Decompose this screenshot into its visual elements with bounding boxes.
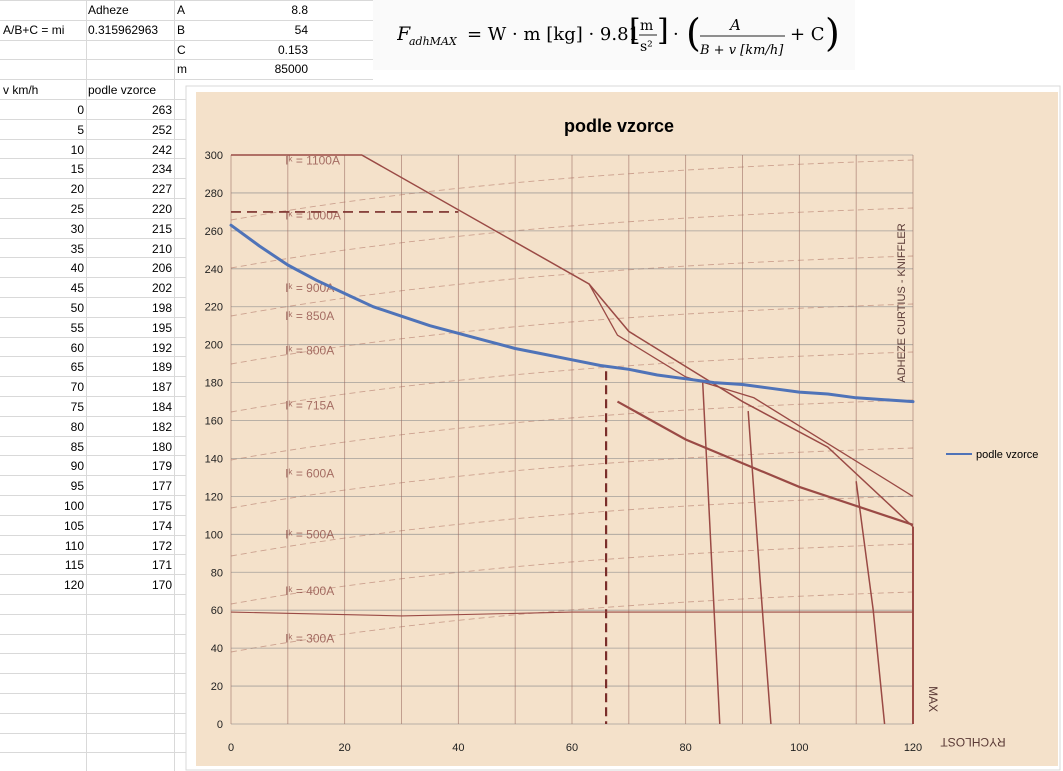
cell-force[interactable]: 210	[151, 241, 172, 256]
cell-force[interactable]: 195	[151, 320, 172, 335]
column-header-podle[interactable]: podle vzorce	[88, 83, 157, 97]
column-header-v[interactable]: v km/h	[3, 83, 39, 97]
cell-speed[interactable]: 110	[64, 538, 84, 553]
param-value[interactable]: 8.8	[291, 3, 308, 17]
cell-force[interactable]: 187	[151, 380, 172, 395]
scan-label-adheze: ADHEZE CURTIUS - KNIFFLER	[896, 223, 908, 382]
scan-curve-3	[616, 400, 914, 526]
cell-force[interactable]: 220	[151, 202, 172, 216]
formula-unit-top: m	[640, 18, 653, 34]
cell-speed[interactable]: 120	[63, 578, 84, 593]
legend-label: podle vzorce	[976, 449, 1038, 461]
x-tick-label: 100	[790, 742, 808, 754]
cell-speed[interactable]: 10	[70, 142, 84, 157]
cell-speed[interactable]: 0	[77, 103, 84, 117]
param-value[interactable]: 0.153	[277, 42, 308, 57]
cell-speed[interactable]: 20	[70, 182, 84, 197]
x-tick-label: 40	[452, 742, 464, 754]
cell-speed[interactable]: 60	[70, 340, 84, 355]
cell-force[interactable]: 174	[151, 518, 172, 533]
cell-force[interactable]: 171	[151, 558, 172, 573]
formula-frac-bottom: B + v [km/h]	[699, 43, 784, 58]
cell-force[interactable]: 215	[151, 221, 172, 236]
param-value[interactable]: 54	[294, 22, 308, 37]
chart-title: podle vzorce	[564, 116, 674, 136]
formula-eq: = W · m [kg] · 9.81	[467, 24, 640, 45]
svg-text:]: ]	[657, 13, 669, 48]
cell-speed[interactable]: 45	[70, 281, 84, 296]
cell-force[interactable]: 263	[151, 103, 172, 117]
cell-force[interactable]: 206	[151, 261, 172, 276]
svg-text:(: (	[686, 12, 701, 55]
param-name[interactable]: m	[177, 62, 187, 77]
svg-text:·: ·	[673, 24, 679, 45]
cell-force[interactable]: 179	[151, 459, 172, 474]
scan-line-v2	[747, 410, 772, 725]
scan-label-max: MAX	[926, 686, 940, 712]
cell-force[interactable]: 180	[151, 439, 172, 454]
svg-text:): )	[825, 12, 837, 55]
x-tick-label: 80	[680, 742, 692, 754]
cell-speed[interactable]: 5	[77, 122, 84, 137]
cell-force[interactable]: 177	[151, 479, 172, 494]
cell-speed[interactable]: 15	[70, 162, 84, 177]
cell-force[interactable]: 202	[151, 281, 172, 296]
formula-lhs-sub: adhMAX	[409, 35, 458, 48]
cell-force[interactable]: 175	[151, 499, 172, 513]
formula-svg: F adhMAX = W · m [kg] · 9.81 [ m s² ] · …	[396, 11, 840, 58]
cell-force[interactable]: 170	[151, 578, 172, 593]
cell-force[interactable]: 182	[151, 419, 172, 434]
cell-speed[interactable]: 75	[70, 400, 84, 414]
cell-force[interactable]: 172	[151, 538, 172, 553]
cell-force[interactable]: 252	[151, 122, 172, 137]
header-adheze[interactable]: Adheze	[88, 3, 129, 17]
cell-speed[interactable]: 115	[64, 558, 84, 573]
cell-speed[interactable]: 40	[70, 261, 84, 276]
scan-curve-2	[588, 283, 914, 497]
cell-speed[interactable]: 95	[70, 479, 84, 494]
x-tick-label: 120	[904, 742, 922, 754]
cell-speed[interactable]: 100	[63, 499, 84, 513]
param-name[interactable]: B	[177, 22, 186, 37]
cell-speed[interactable]: 50	[70, 301, 84, 315]
param-name[interactable]: A	[177, 3, 186, 17]
cell-speed[interactable]: 30	[70, 221, 84, 236]
cell-force[interactable]: 242	[151, 142, 172, 157]
svg-text:[: [	[629, 13, 641, 48]
cell-speed[interactable]: 70	[70, 380, 84, 395]
cell-force[interactable]: 184	[151, 400, 172, 414]
value-mi[interactable]: 0.315962963	[88, 23, 159, 37]
cell-speed[interactable]: 90	[70, 459, 84, 474]
formula-frac-top: A	[728, 16, 741, 34]
formula-lhs: F	[397, 23, 411, 45]
scan-line-v3	[855, 481, 886, 725]
cell-force[interactable]: 198	[151, 301, 172, 315]
x-tick-label: 60	[566, 742, 578, 754]
label-mi[interactable]: A/B+C = mi	[3, 23, 65, 37]
cell-speed[interactable]: 25	[70, 202, 84, 216]
formula-tail: + C	[790, 24, 825, 45]
param-value[interactable]: 85000	[274, 62, 308, 77]
cell-force[interactable]: 192	[151, 340, 172, 355]
cell-force[interactable]: 227	[151, 182, 172, 197]
param-name[interactable]: C	[177, 42, 186, 57]
cell-speed[interactable]: 105	[63, 518, 84, 533]
cell-force[interactable]: 234	[151, 162, 172, 177]
cell-speed[interactable]: 65	[70, 360, 84, 375]
cell-speed[interactable]: 80	[70, 419, 84, 434]
formula-text: F adhMAX = W · m [kg] · 9.81 [ m s² ] · …	[396, 11, 840, 67]
formula-image: F adhMAX = W · m [kg] · 9.81 [ m s² ] · …	[373, 0, 855, 70]
scan-label-rychlost: RYCHLOST	[940, 735, 1006, 749]
cell-speed[interactable]: 35	[70, 241, 84, 256]
cell-speed[interactable]: 55	[70, 320, 84, 335]
cell-speed[interactable]: 85	[70, 439, 84, 454]
formula-unit-bottom: s²	[640, 39, 653, 55]
scan-line-v1	[701, 382, 721, 725]
cell-force[interactable]: 189	[151, 360, 172, 375]
